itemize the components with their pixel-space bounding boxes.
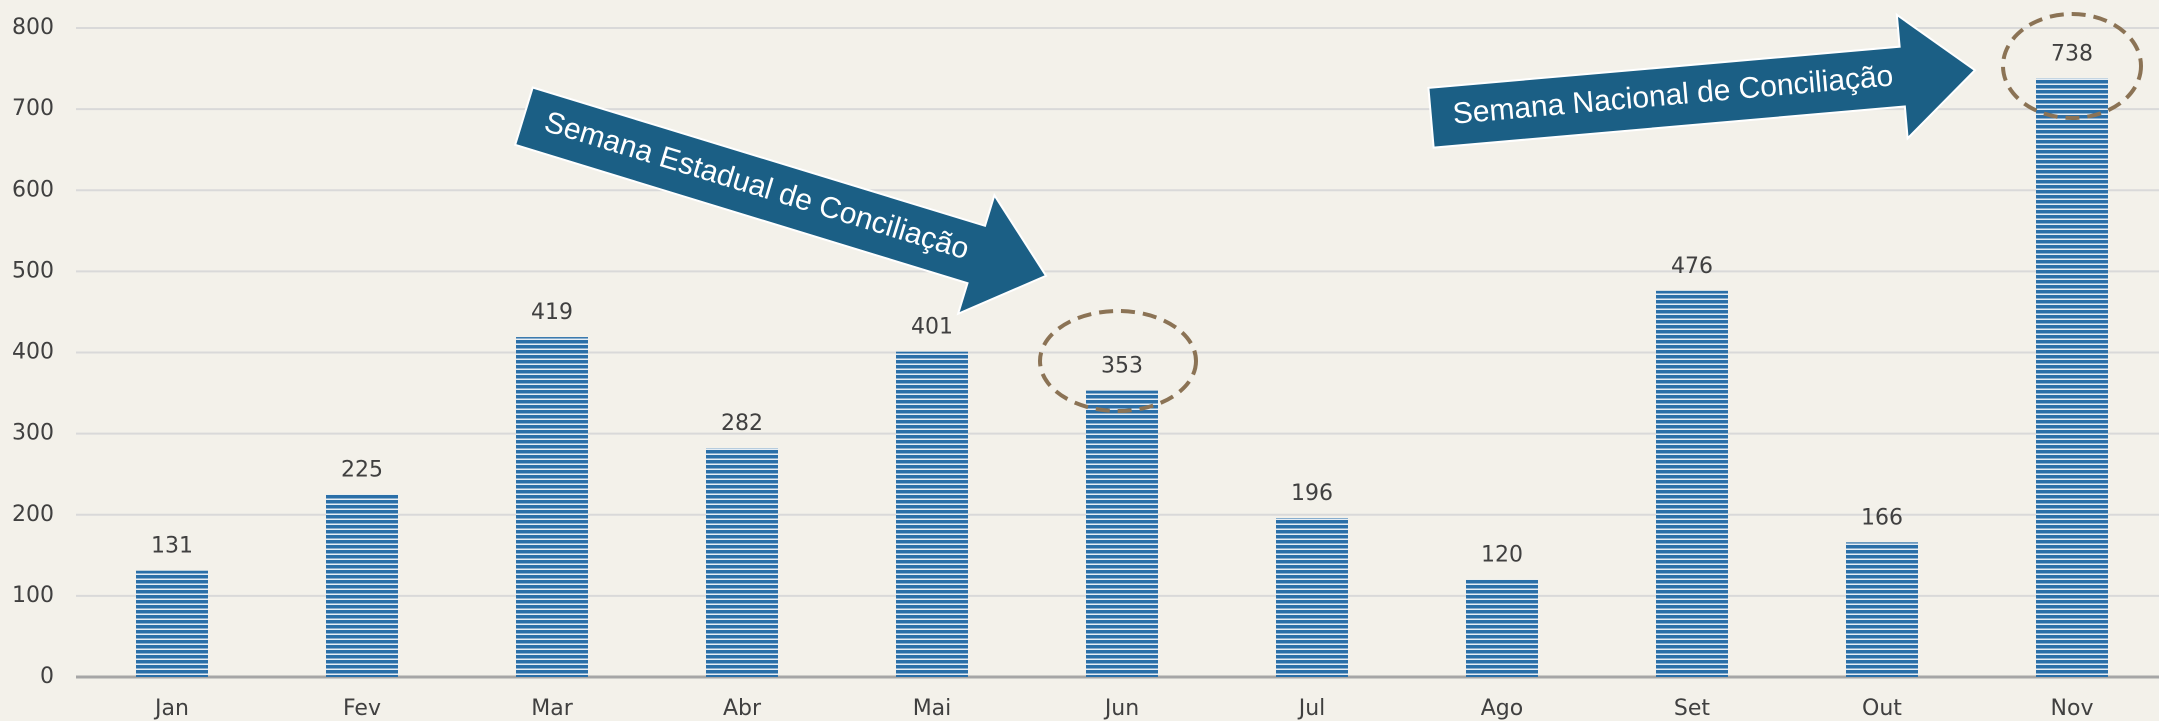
bar <box>1846 542 1918 677</box>
value-label: 282 <box>721 411 763 436</box>
bar <box>2036 78 2108 678</box>
y-tick-label: 800 <box>12 15 54 40</box>
x-tick-label: Jan <box>153 696 189 721</box>
y-tick-label: 100 <box>12 583 54 608</box>
x-tick-label: Set <box>1674 696 1711 721</box>
x-tick-label: Nov <box>2051 696 2094 721</box>
y-tick-label: 700 <box>12 96 54 121</box>
bar <box>1656 290 1728 677</box>
value-label: 476 <box>1671 254 1713 279</box>
value-label: 225 <box>341 457 383 482</box>
bar <box>516 337 588 677</box>
arrow-shape <box>513 86 1048 316</box>
value-label: 419 <box>531 300 573 325</box>
y-tick-label: 0 <box>40 664 54 689</box>
x-tick-label: Abr <box>723 696 762 721</box>
bar <box>896 351 968 677</box>
arrow-shape <box>1427 12 1977 149</box>
x-tick-label: Out <box>1862 696 1902 721</box>
value-label: 120 <box>1481 543 1523 568</box>
value-label: 401 <box>911 315 953 340</box>
bar <box>326 494 398 677</box>
bar <box>1086 390 1158 677</box>
highlight-circle <box>2001 12 2143 120</box>
value-label: 353 <box>1101 354 1143 379</box>
x-tick-label: Fev <box>343 696 381 721</box>
bar <box>1276 517 1348 677</box>
x-tick-label: Ago <box>1481 696 1523 721</box>
value-label: 738 <box>2051 41 2093 66</box>
x-tick-label: Jul <box>1297 696 1326 721</box>
y-tick-label: 600 <box>12 177 54 202</box>
x-tick-label: Mar <box>531 696 573 721</box>
y-tick-label: 500 <box>12 258 54 283</box>
highlight-circle <box>1038 309 1198 413</box>
bar <box>136 570 208 677</box>
y-tick-label: 400 <box>12 340 54 365</box>
bar <box>1466 579 1538 677</box>
value-label: 131 <box>151 534 193 559</box>
bar <box>706 448 778 677</box>
y-tick-label: 200 <box>12 502 54 527</box>
value-label: 196 <box>1291 481 1333 506</box>
x-tick-label: Jun <box>1103 696 1139 721</box>
y-tick-label: 300 <box>12 421 54 446</box>
x-tick-label: Mai <box>913 696 952 721</box>
value-label: 166 <box>1861 505 1903 530</box>
